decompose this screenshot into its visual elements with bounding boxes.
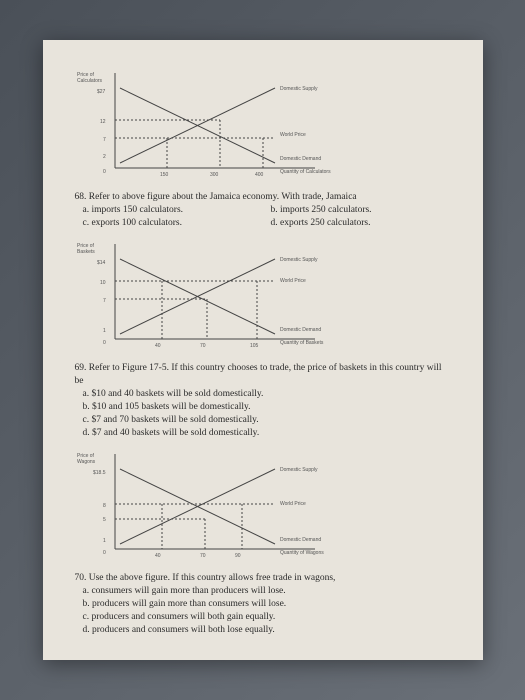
svg-text:Domestic Demand: Domestic Demand [280, 537, 321, 543]
svg-text:2: 2 [103, 154, 106, 160]
svg-text:World Price: World Price [280, 501, 306, 507]
svg-text:Wagons: Wagons [77, 459, 96, 465]
q70-opt-b: b. producers will gain more than consume… [75, 598, 451, 611]
svg-text:$27: $27 [97, 89, 106, 95]
svg-text:0: 0 [103, 169, 106, 175]
svg-text:Domestic Demand: Domestic Demand [280, 327, 321, 333]
svg-text:105: 105 [250, 343, 259, 349]
svg-text:5: 5 [103, 517, 106, 523]
question-68: 68. Refer to above figure about the Jama… [75, 191, 451, 229]
svg-text:0: 0 [103, 340, 106, 346]
svg-text:7: 7 [103, 137, 106, 143]
q68-opt-b: b. imports 250 calculators. [263, 204, 451, 217]
svg-text:300: 300 [210, 172, 219, 178]
svg-text:90: 90 [235, 553, 241, 559]
svg-text:12: 12 [100, 119, 106, 125]
q68-opt-d: d. exports 250 calculators. [263, 217, 451, 230]
svg-text:400: 400 [255, 172, 264, 178]
q70-opt-d: d. producers and consumers will both los… [75, 624, 451, 637]
svg-text:World Price: World Price [280, 278, 306, 284]
chart-baskets: Price of Baskets $14 10 7 1 0 40 70 105 … [75, 239, 451, 354]
svg-text:Baskets: Baskets [77, 249, 95, 255]
svg-text:70: 70 [200, 343, 206, 349]
svg-text:1: 1 [103, 328, 106, 334]
svg-text:7: 7 [103, 298, 106, 304]
svg-text:World Price: World Price [280, 132, 306, 138]
q69-opt-b: b. $10 and 105 baskets will be domestica… [75, 401, 451, 414]
q69-opt-d: d. $7 and 40 baskets will be sold domest… [75, 427, 451, 440]
svg-text:Domestic Supply: Domestic Supply [280, 86, 318, 92]
svg-text:0: 0 [103, 550, 106, 556]
worksheet-page: Price of Calculators $27 12 7 2 0 150 30… [43, 40, 483, 660]
question-69: 69. Refer to Figure 17-5. If this countr… [75, 362, 451, 439]
svg-text:Quantity of Calculators: Quantity of Calculators [280, 169, 331, 175]
svg-text:1: 1 [103, 538, 106, 544]
svg-text:Quantity of Baskets: Quantity of Baskets [280, 340, 324, 346]
q69-opt-c: c. $7 and 70 baskets will be sold domest… [75, 414, 451, 427]
q70-opt-a: a. consumers will gain more than produce… [75, 585, 451, 598]
q69-opt-a: a. $10 and 40 baskets will be sold domes… [75, 388, 451, 401]
chart-wagons: Price of Wagons $18.5 8 5 1 0 40 70 90 D… [75, 449, 451, 564]
svg-text:8: 8 [103, 503, 106, 509]
svg-text:150: 150 [160, 172, 169, 178]
svg-text:$18.5: $18.5 [93, 470, 106, 476]
svg-text:Domestic Supply: Domestic Supply [280, 257, 318, 263]
ylabel: Calculators [77, 78, 103, 84]
svg-text:Domestic Demand: Domestic Demand [280, 156, 321, 162]
svg-text:Quantity of Wagons: Quantity of Wagons [280, 550, 324, 556]
svg-text:Domestic Supply: Domestic Supply [280, 467, 318, 473]
svg-text:70: 70 [200, 553, 206, 559]
svg-text:10: 10 [100, 280, 106, 286]
q70-opt-c: c. producers and consumers will both gai… [75, 611, 451, 624]
question-70: 70. Use the above figure. If this countr… [75, 572, 451, 636]
svg-text:40: 40 [155, 553, 161, 559]
q68-opt-c: c. exports 100 calculators. [75, 217, 263, 230]
svg-text:$14: $14 [97, 260, 106, 266]
chart-calculators: Price of Calculators $27 12 7 2 0 150 30… [75, 68, 451, 183]
q68-opt-a: a. imports 150 calculators. [75, 204, 263, 217]
svg-text:40: 40 [155, 343, 161, 349]
